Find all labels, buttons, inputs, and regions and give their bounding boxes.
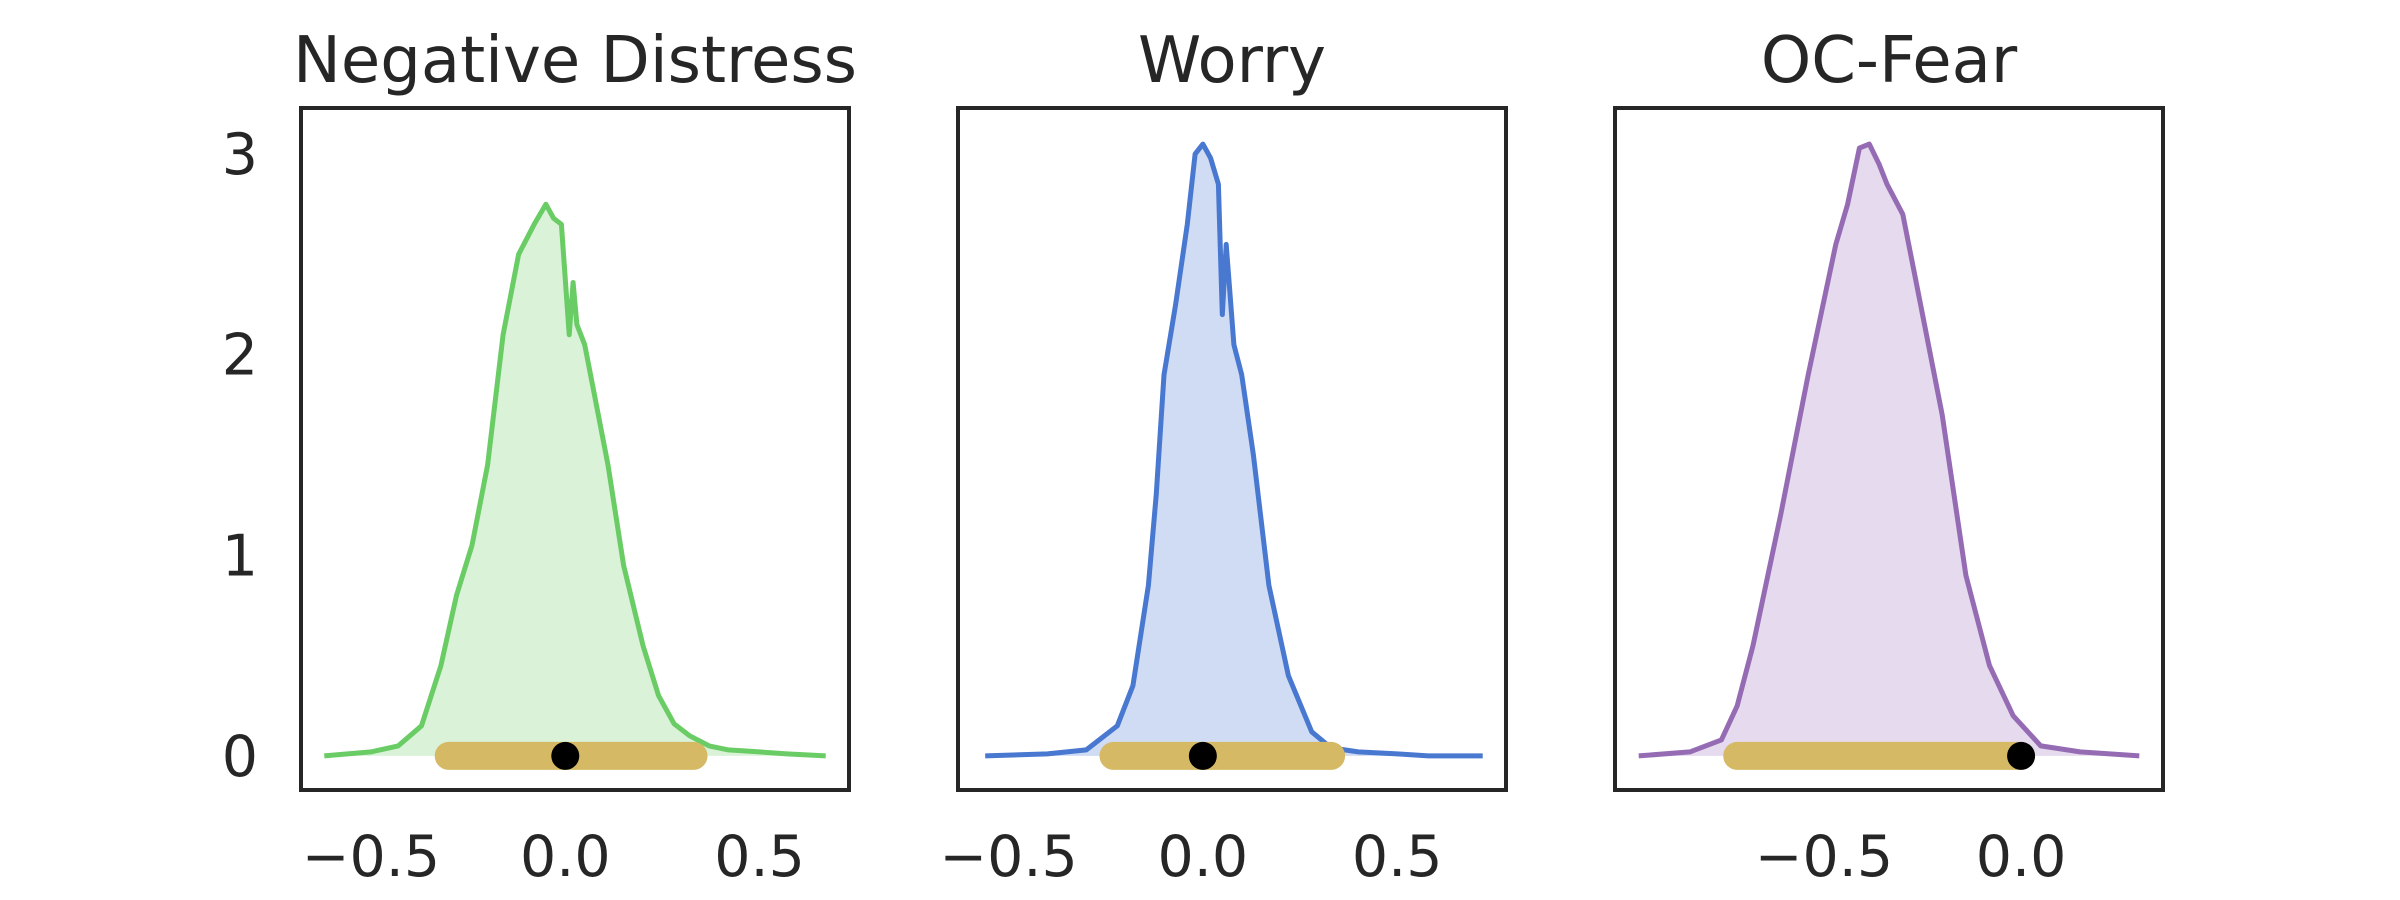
density-area	[324, 204, 826, 756]
x-tick-label: 0.5	[714, 824, 805, 890]
panel-title: Worry	[1138, 24, 1326, 98]
panel-title: OC-Fear	[1761, 24, 2018, 98]
panel-title: Negative Distress	[293, 24, 857, 98]
point-estimate	[1188, 741, 1217, 770]
x-tick-label: 0.0	[1976, 824, 2067, 890]
x-tick-label: −0.5	[1755, 824, 1893, 890]
y-tick-label: 0	[222, 724, 258, 790]
panel-worry: Worry −0.5 0.0 0.5	[939, 24, 1508, 890]
x-tick-label: −0.5	[939, 824, 1077, 890]
point-estimate	[2007, 741, 2036, 770]
x-tick-label: −0.5	[302, 824, 440, 890]
panel-negative-distress: Negative Distress −0.5 0.0 0.5 0 1 2 3	[222, 24, 857, 890]
x-tick-label: 0.0	[520, 824, 611, 890]
density-line	[324, 201, 826, 759]
density-line	[1638, 141, 2140, 759]
axes-frame	[299, 106, 851, 792]
y-tick-label: 2	[222, 323, 258, 389]
y-tick-label: 3	[222, 122, 258, 188]
x-tick-label: 0.5	[1352, 824, 1443, 890]
x-tick-label: 0.0	[1158, 824, 1249, 890]
axes-frame	[1613, 106, 2165, 792]
density-area	[1638, 144, 2140, 756]
point-estimate	[551, 741, 580, 770]
y-tick-label: 1	[222, 523, 258, 589]
panel-oc-fear: OC-Fear −0.5 0.0	[1613, 24, 2165, 890]
axes-frame	[956, 106, 1508, 792]
density-area	[985, 144, 1483, 756]
